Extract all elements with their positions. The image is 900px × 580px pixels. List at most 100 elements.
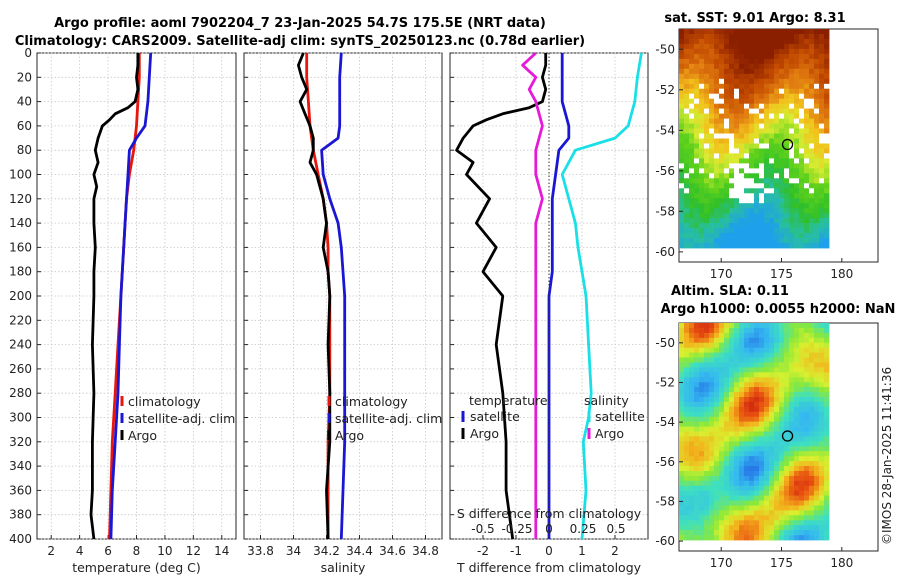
heat-cell xyxy=(779,372,785,378)
heat-cell xyxy=(794,505,800,511)
heat-cell xyxy=(709,113,715,119)
heat-cell xyxy=(694,505,700,511)
heat-cell xyxy=(724,480,730,487)
heat-cell xyxy=(744,203,750,209)
heat-cell xyxy=(759,480,765,487)
heat-cell xyxy=(699,63,705,70)
heat-cell xyxy=(794,352,800,358)
heat-cell xyxy=(789,332,795,339)
heat-cell xyxy=(804,456,810,462)
heat-cell xyxy=(769,73,775,80)
heat-cell xyxy=(694,133,700,139)
heat-cell xyxy=(814,223,820,229)
heat-cell xyxy=(744,208,750,214)
heat-cell xyxy=(804,128,810,134)
heat-cell xyxy=(709,138,715,144)
heat-cell xyxy=(734,233,740,239)
heat-cell xyxy=(729,148,735,154)
heat-cell xyxy=(699,397,705,403)
heat-cell xyxy=(764,421,770,427)
heat-cell xyxy=(819,63,825,70)
heat-cell xyxy=(729,73,735,80)
heat-cell xyxy=(779,441,785,447)
heat-cell xyxy=(824,123,830,129)
heat-cell xyxy=(739,39,745,45)
heat-cell xyxy=(769,103,775,110)
heat-cell xyxy=(789,500,795,506)
heat-cell xyxy=(809,228,815,234)
heat-cell xyxy=(724,426,730,432)
heat-cell xyxy=(699,163,705,169)
heat-cell xyxy=(784,168,790,174)
heat-cell xyxy=(824,387,830,393)
heat-cell xyxy=(824,98,830,105)
heat-cell xyxy=(689,401,695,408)
heat-cell xyxy=(769,387,775,393)
heat-cell xyxy=(794,108,800,114)
heat-cell xyxy=(799,406,805,413)
heat-cell xyxy=(749,377,755,383)
heat-cell xyxy=(779,143,785,149)
heat-cell xyxy=(704,323,710,329)
heat-cell xyxy=(739,233,745,239)
heat-cell xyxy=(809,520,815,526)
x-tick-label: 34.8 xyxy=(412,544,439,558)
heat-cell xyxy=(729,397,735,403)
heat-cell xyxy=(714,347,720,353)
heat-cell xyxy=(709,233,715,239)
heat-cell xyxy=(814,123,820,129)
heat-cell xyxy=(794,228,800,234)
heat-cell xyxy=(749,357,755,363)
heat-cell xyxy=(729,480,735,487)
heat-cell xyxy=(744,436,750,442)
heat-cell xyxy=(794,392,800,398)
heat-cell xyxy=(774,392,780,398)
heat-cell xyxy=(804,342,810,348)
heat-cell xyxy=(709,515,715,521)
heat-cell xyxy=(689,387,695,393)
heat-cell xyxy=(744,238,750,244)
heat-cell xyxy=(759,39,765,45)
heat-cell xyxy=(699,48,705,55)
heat-cell xyxy=(794,495,800,501)
heat-cell xyxy=(744,367,750,373)
heat-cell xyxy=(784,48,790,55)
heat-cell xyxy=(764,158,770,164)
heat-cell xyxy=(689,53,695,60)
heat-cell xyxy=(714,233,720,239)
heat-cell xyxy=(769,29,775,35)
heat-cell xyxy=(719,342,725,348)
heat-cell xyxy=(754,392,760,398)
heat-cell xyxy=(709,163,715,169)
heat-cell xyxy=(679,387,685,393)
heat-cell xyxy=(694,485,700,492)
heat-cell xyxy=(719,158,725,164)
heat-cell xyxy=(754,203,760,209)
heat-cell xyxy=(824,377,830,383)
heat-cell xyxy=(684,416,690,422)
heat-cell xyxy=(754,133,760,139)
heat-cell xyxy=(819,515,825,521)
heat-cell xyxy=(789,327,795,334)
heat-cell xyxy=(804,510,810,516)
heat-cell xyxy=(704,515,710,521)
heat-cell xyxy=(794,401,800,408)
heat-cell xyxy=(809,123,815,129)
heat-cell xyxy=(714,520,720,526)
heat-cell xyxy=(709,397,715,403)
heat-cell xyxy=(709,426,715,432)
heat-cell xyxy=(729,490,735,496)
heat-cell xyxy=(789,188,795,194)
heat-cell xyxy=(739,123,745,129)
heat-cell xyxy=(819,183,825,189)
heat-cell xyxy=(749,347,755,353)
heat-cell xyxy=(819,421,825,427)
heat-cell xyxy=(719,436,725,442)
heat-cell xyxy=(814,133,820,139)
heat-cell xyxy=(784,401,790,408)
x-tick-label: 34.4 xyxy=(346,544,373,558)
heat-cell xyxy=(714,332,720,339)
heat-cell xyxy=(704,446,710,452)
heat-cell xyxy=(759,392,765,398)
heat-cell xyxy=(824,29,830,35)
